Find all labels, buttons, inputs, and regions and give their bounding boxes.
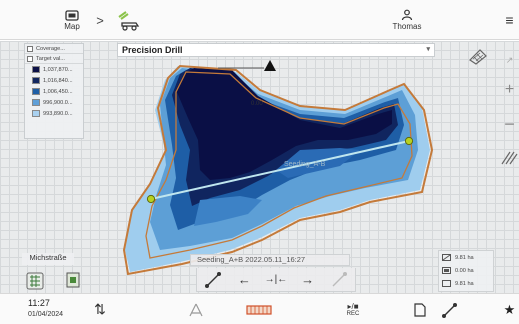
legend-swatch <box>32 88 40 95</box>
center-line-button[interactable]: →|← <box>264 274 288 285</box>
remaining-area-value: 0.00 ha <box>455 267 474 274</box>
grid-layers-icon <box>469 49 487 65</box>
legend-target-toggle[interactable]: Target val... <box>25 54 83 64</box>
legend-item: 1,006,450... <box>25 86 83 97</box>
legend-item: 996,900.0... <box>25 97 83 108</box>
legend-swatch <box>32 77 40 84</box>
field-map[interactable]: 0.00 Seeding_A-B <box>0 41 519 293</box>
record-label: REC <box>346 311 360 317</box>
top-bar: Map > Thomas ≡ <box>0 0 519 40</box>
tramline-button[interactable] <box>184 294 208 324</box>
seed-drill-icon <box>118 11 140 31</box>
area-stats: 9.81 ha 0.00 ha 9.81 ha <box>438 250 494 292</box>
total-area-value: 9.81 ha <box>455 280 474 287</box>
remaining-area-icon <box>442 267 451 274</box>
guidance-controls: ← →|← → <box>196 268 356 292</box>
field-boundary-inner <box>145 71 413 259</box>
ab-line-icon <box>442 302 457 318</box>
field-name: Michstraße <box>22 253 74 265</box>
tramline-icon <box>189 303 203 316</box>
ab-line-icon <box>332 271 348 286</box>
ab-line-edit-icon <box>204 271 221 288</box>
legend-target-label: Target val... <box>36 55 65 62</box>
ab-guidance-line <box>150 140 410 200</box>
checkbox-icon <box>27 55 33 62</box>
legend-item-label: 993,890.0... <box>43 110 73 117</box>
chevron-down-icon: ▾ <box>426 46 430 53</box>
clock: 11:27 <box>28 298 50 308</box>
coverage-darkest <box>176 68 392 180</box>
legend-item-label: 1,037,870... <box>43 66 73 73</box>
worked-area-icon <box>442 254 451 261</box>
ab-edit-button[interactable] <box>197 269 229 291</box>
legend-item: 1,016,840... <box>25 75 83 86</box>
record-button[interactable]: ▸/■ REC <box>340 294 366 324</box>
legend-swatch <box>32 99 40 106</box>
point-b-marker <box>404 136 414 146</box>
ab-line-button[interactable] <box>438 294 462 324</box>
legend-coverage-toggle[interactable]: Coverage... <box>25 44 83 54</box>
user-name: Thomas <box>392 22 422 31</box>
tractor-position-icon <box>264 60 276 71</box>
bottom-bar: 11:27 01/04/2024 ⇅ ▸/■ REC ★ <box>0 293 519 324</box>
favorite-icon[interactable]: ★ <box>503 301 516 317</box>
zoom-in-button[interactable]: + <box>504 81 515 98</box>
legend-item-label: 1,016,840... <box>43 77 73 84</box>
swath-button[interactable] <box>498 148 519 168</box>
section-control-button[interactable] <box>244 294 274 324</box>
legend-item: 993,890.0... <box>25 108 83 119</box>
chevron-right-icon: > <box>96 12 104 28</box>
document-button[interactable] <box>410 294 430 324</box>
zoom-out-button[interactable]: − <box>504 113 515 134</box>
speed-readout: 0.00 <box>251 101 263 107</box>
implement-name: Precision Drill <box>122 45 183 55</box>
legend-item-label: 1,006,450... <box>43 88 73 95</box>
sync-button[interactable]: ⇅ <box>94 301 106 317</box>
field-icon <box>66 272 80 288</box>
map-legend: Coverage... Target val... 1,037,870... 1… <box>24 43 84 139</box>
section-control-icon <box>246 304 272 315</box>
legend-coverage-label: Coverage... <box>36 45 65 52</box>
field-boundary-outer <box>122 64 434 276</box>
layers-button[interactable] <box>466 46 490 68</box>
ab-disabled-button[interactable] <box>323 269 355 291</box>
legend-item: 1,037,870... <box>25 64 83 75</box>
map-label: Map <box>64 21 80 31</box>
worked-area-value: 9.81 ha <box>455 254 474 261</box>
map-button[interactable]: Map <box>52 0 92 40</box>
user-icon <box>401 9 413 21</box>
field-button[interactable] <box>64 271 82 289</box>
user-button[interactable]: Thomas <box>382 0 432 40</box>
total-area-row: 9.81 ha <box>439 277 493 290</box>
grid-view-button[interactable] <box>26 272 44 290</box>
map-icon <box>65 9 79 21</box>
checkbox-icon <box>27 45 33 52</box>
swath-icon <box>501 151 517 165</box>
total-area-icon <box>442 280 451 287</box>
legend-swatch <box>32 66 40 73</box>
grid-icon <box>26 272 44 290</box>
legend-item-label: 996,900.0... <box>43 99 73 106</box>
point-a-marker <box>146 194 156 204</box>
implement-button[interactable] <box>114 0 144 40</box>
document-icon <box>414 302 426 317</box>
guidance-line-label: Seeding_A-B <box>284 161 326 168</box>
remaining-area-row: 0.00 ha <box>439 264 493 277</box>
legend-swatch <box>32 110 40 117</box>
shift-right-button[interactable]: → <box>301 272 315 287</box>
date: 01/04/2024 <box>28 311 64 318</box>
worked-area-row: 9.81 ha <box>439 251 493 264</box>
implement-dropdown[interactable]: Precision Drill ▾ <box>117 43 435 57</box>
record-icon: ▸/■ <box>347 302 359 311</box>
shift-left-button[interactable]: ← <box>237 272 251 287</box>
ab-line-icon[interactable]: ↗ <box>505 54 514 65</box>
menu-icon[interactable]: ≡ <box>505 12 514 28</box>
guidance-line-name: Seeding_A+B 2022.05.11_16:27 <box>190 254 350 266</box>
coverage-map <box>122 60 434 276</box>
